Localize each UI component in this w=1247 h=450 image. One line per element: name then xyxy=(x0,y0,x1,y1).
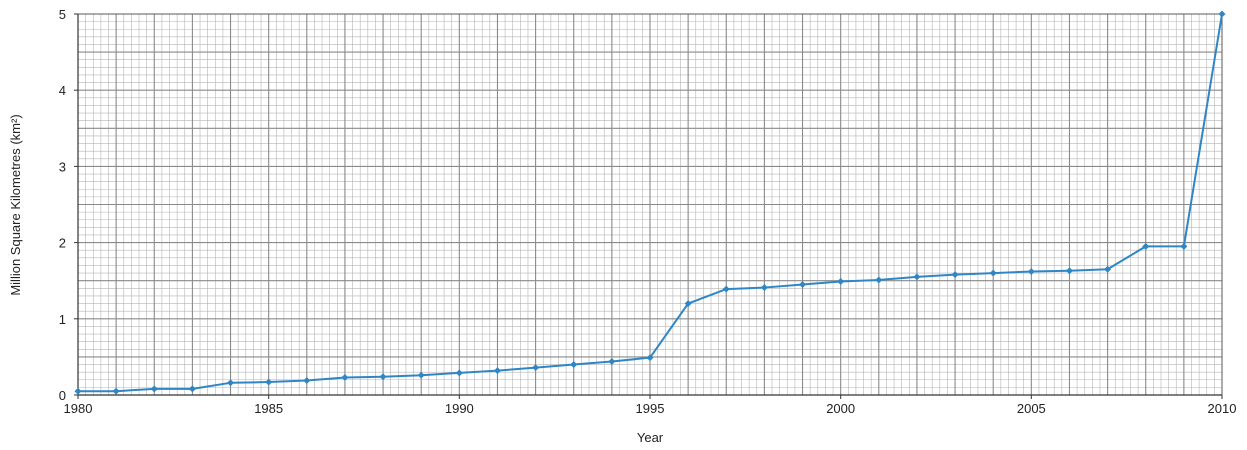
series-layer xyxy=(74,10,1226,395)
x-axis-title: Year xyxy=(637,430,664,445)
data-point-marker xyxy=(74,387,82,395)
data-point-marker xyxy=(455,369,463,377)
data-point-marker xyxy=(1218,10,1226,18)
data-point-marker xyxy=(570,360,578,369)
data-point-marker xyxy=(1142,242,1150,250)
data-point-marker xyxy=(837,277,845,286)
x-axis-ticks: 1980 1985 1990 1995 2000 2005 2010 xyxy=(64,395,1237,416)
y-tick-label: 1 xyxy=(59,312,66,327)
data-point-marker xyxy=(188,385,196,393)
data-point-marker xyxy=(798,280,807,289)
x-tick-label: 1995 xyxy=(636,401,665,416)
data-point-marker xyxy=(1027,268,1035,276)
x-tick-label: 2000 xyxy=(826,401,855,416)
data-point-marker xyxy=(341,373,349,382)
x-tick-label: 2005 xyxy=(1017,401,1046,416)
y-tick-label: 4 xyxy=(59,83,66,98)
y-tick-label: 5 xyxy=(59,7,66,22)
data-point-marker xyxy=(112,387,120,395)
data-point-marker xyxy=(303,376,311,385)
data-point-marker xyxy=(760,284,768,292)
data-point-marker xyxy=(532,364,540,372)
x-tick-label: 1980 xyxy=(64,401,93,416)
data-point-marker xyxy=(226,379,235,387)
data-point-marker xyxy=(951,271,959,279)
data-point-marker xyxy=(265,378,273,386)
data-point-marker xyxy=(1180,242,1188,250)
data-point-marker xyxy=(722,285,730,293)
data-point-marker xyxy=(1065,267,1074,275)
data-point-marker xyxy=(493,367,502,375)
x-tick-label: 2010 xyxy=(1208,401,1237,416)
data-point-marker xyxy=(989,269,997,277)
y-axis-ticks: 0 1 2 3 4 5 xyxy=(59,7,78,403)
y-tick-label: 2 xyxy=(59,236,66,251)
y-tick-label: 3 xyxy=(59,159,66,174)
data-point-marker xyxy=(417,371,425,379)
data-point-marker xyxy=(1104,265,1112,273)
data-point-marker xyxy=(608,357,616,366)
data-point-marker xyxy=(379,373,387,381)
major-gridlines xyxy=(78,14,1222,395)
data-point-marker xyxy=(646,354,654,362)
data-point-marker xyxy=(684,300,692,308)
data-point-marker xyxy=(875,276,883,284)
data-point-marker xyxy=(913,273,921,281)
y-axis-title: Million Square Kilometres (km²) xyxy=(8,114,23,295)
x-tick-label: 1985 xyxy=(254,401,283,416)
x-tick-label: 1990 xyxy=(445,401,474,416)
y-tick-label: 0 xyxy=(59,388,66,403)
data-point-marker xyxy=(150,385,158,393)
